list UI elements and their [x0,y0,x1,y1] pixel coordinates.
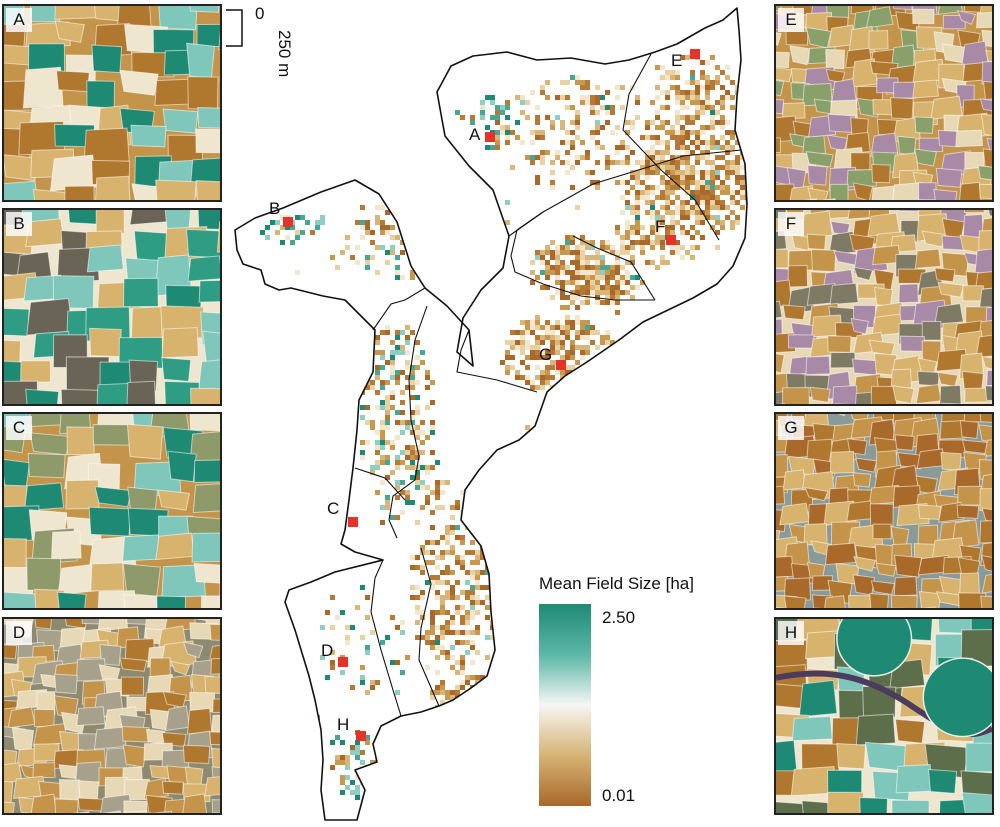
panel-label-a: A [6,8,32,32]
legend-max-label: 2.50 [602,608,636,627]
inset-panel-g: G [774,412,994,610]
site-label-a: A [469,125,481,144]
scale-zero-label: 0 [255,4,265,23]
legend-min-label: 0.01 [602,786,636,805]
field-mosaic-c [4,414,220,608]
field-mosaic-e [776,6,992,200]
site-marker-f [666,235,676,245]
site-label-e: E [671,51,682,70]
site-label-h: H [337,715,349,734]
site-label-d: D [321,641,333,660]
field-mosaic-b [4,210,220,404]
field-mosaic-g [776,414,992,608]
inset-panel-e: E [774,4,994,202]
country-outline [234,7,748,821]
site-marker-a [485,132,495,142]
inset-panel-f: F [774,208,994,406]
panel-label-d: D [6,621,32,645]
site-marker-b [283,217,293,227]
panel-label-e: E [778,8,804,32]
inset-panel-b: B [2,208,222,406]
inset-panel-d: D [2,617,222,815]
site-label-g: G [539,345,552,364]
site-marker-e [690,49,700,59]
field-mosaic-d [4,619,220,813]
field-mosaic-f [776,210,992,404]
inset-panel-h: H [774,617,994,815]
panel-label-b: B [6,212,32,236]
field-mosaic-h [776,619,992,813]
site-label-f: F [655,217,665,236]
panel-label-f: F [778,212,804,236]
site-marker-h [356,731,366,741]
scale-bar [226,9,243,47]
panel-label-c: C [6,416,32,440]
site-marker-d [338,657,348,667]
province-boundaries [354,53,742,717]
site-label-b: B [269,199,280,218]
site-markers [283,49,700,741]
field-size-raster [235,8,747,820]
legend-color-ramp [539,604,591,806]
panel-label-g: G [778,416,804,440]
mozambique-map: A B C D E F G H [234,7,748,821]
site-label-c: C [327,499,339,518]
site-marker-c [348,517,358,527]
panel-label-h: H [778,621,804,645]
site-labels: A B C D E F G H [269,51,682,734]
legend-title: Mean Field Size [ha] [539,574,694,593]
inset-panel-a: A [2,4,222,202]
site-marker-g [556,360,566,370]
inset-panel-c: C [2,412,222,610]
field-mosaic-a [4,6,220,200]
